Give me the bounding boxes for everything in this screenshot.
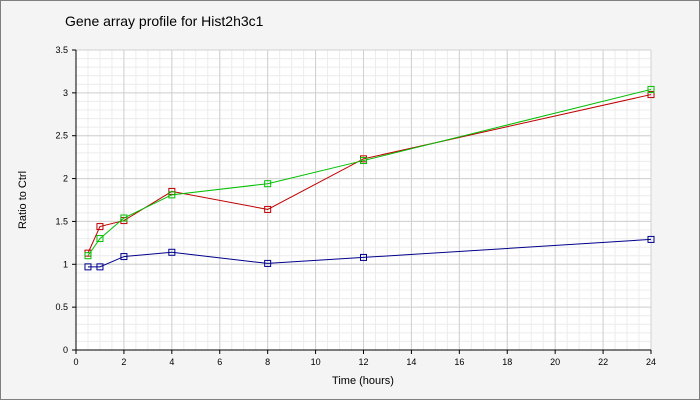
series-line xyxy=(87,88,652,257)
data-point-marker xyxy=(168,191,176,199)
series-line xyxy=(87,238,652,268)
y-tick-label: 2 xyxy=(63,174,68,184)
x-tick-label: 10 xyxy=(311,357,321,367)
axes xyxy=(72,50,651,354)
x-axis-label: Time (hours) xyxy=(332,375,394,387)
y-tick-label: 3.5 xyxy=(55,45,68,55)
x-tick-label: 18 xyxy=(502,357,512,367)
data-point-marker xyxy=(84,263,92,271)
chart-title: Gene array profile for Hist2h3c1 xyxy=(65,13,264,29)
data-point-marker xyxy=(647,235,655,243)
data-point-marker xyxy=(168,248,176,256)
x-tick-label: 4 xyxy=(169,357,174,367)
y-tick-label: 1 xyxy=(63,259,68,269)
y-tick-label: 1.5 xyxy=(55,216,68,226)
x-tick-label: 2 xyxy=(121,357,126,367)
data-point-marker xyxy=(264,180,272,188)
y-tick-label: 2.5 xyxy=(55,131,68,141)
x-tick-label: 20 xyxy=(550,357,560,367)
series-layer xyxy=(84,85,655,271)
data-point-marker xyxy=(360,157,367,165)
y-tick-label: 3 xyxy=(63,88,68,98)
major-gridlines xyxy=(75,49,652,351)
x-tick-label: 16 xyxy=(454,357,464,367)
y-axis-label: Ratio to Ctrl xyxy=(17,171,29,229)
data-point-marker xyxy=(96,263,104,271)
data-point-marker xyxy=(96,235,104,243)
data-point-marker xyxy=(120,214,128,222)
y-tick-label: 0 xyxy=(63,345,68,355)
x-tick-label: 14 xyxy=(406,357,416,367)
x-tick-label: 24 xyxy=(646,357,656,367)
x-tick-label: 8 xyxy=(265,357,270,367)
data-point-marker xyxy=(120,253,128,261)
series-2 xyxy=(84,85,655,260)
data-point-marker xyxy=(360,253,367,261)
y-tick-label: 0.5 xyxy=(55,302,68,312)
x-tick-label: 6 xyxy=(217,357,222,367)
data-point-marker xyxy=(647,85,655,93)
data-point-marker xyxy=(264,259,272,267)
data-point-marker xyxy=(264,205,272,213)
series-3 xyxy=(84,235,655,271)
x-tick-label: 12 xyxy=(358,357,368,367)
x-tick-label: 22 xyxy=(598,357,608,367)
data-point-marker xyxy=(647,91,655,99)
x-tick-label: 0 xyxy=(73,357,78,367)
data-point-marker xyxy=(96,223,104,231)
data-point-marker xyxy=(84,252,92,260)
